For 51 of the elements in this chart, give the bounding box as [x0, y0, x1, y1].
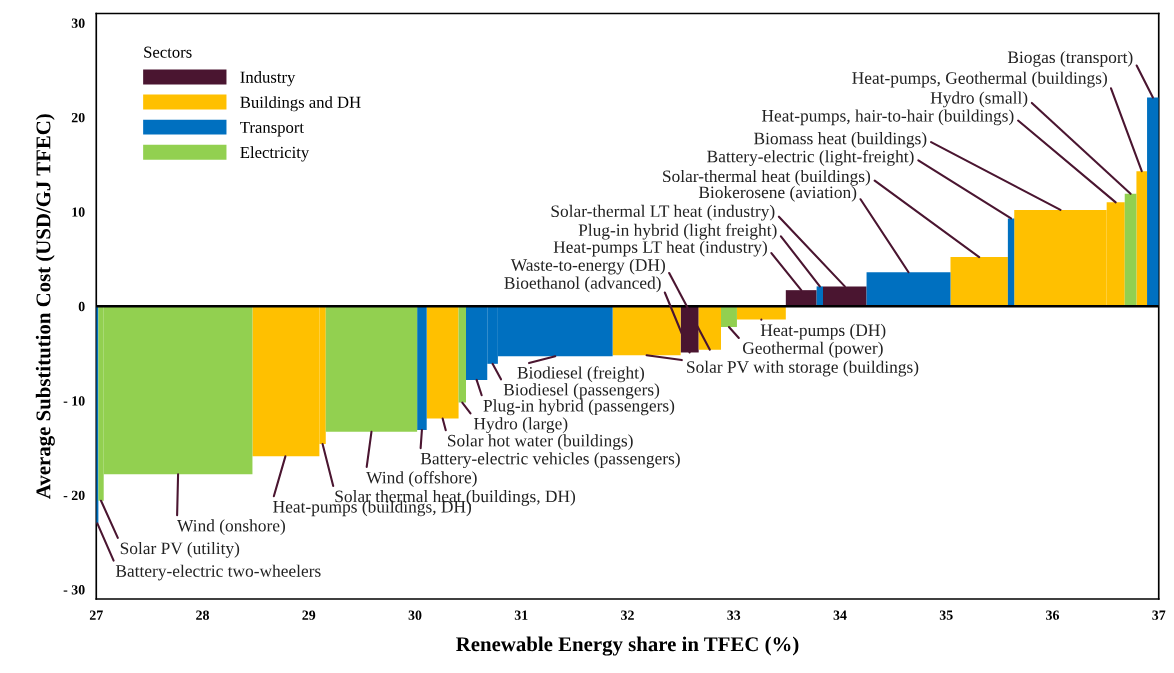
annotation: Hydro (small): [930, 91, 1028, 108]
y-tick-label: - 30: [63, 585, 85, 595]
y-tick-label: 30: [71, 18, 85, 28]
annotation: Heat-pumps, hair-to-hair (buildings): [761, 109, 1014, 126]
y-tick-label: - 10: [63, 396, 85, 406]
legend-label: Electricity: [240, 146, 310, 162]
x-tick-label: 34: [833, 610, 847, 620]
annotation: Biomass heat (buildings): [754, 132, 927, 148]
y-tick-label: 10: [72, 207, 85, 217]
annotation: Battery-electric (light-freight): [707, 149, 914, 166]
annotation: Geothermal (power): [742, 341, 883, 358]
annotation: Biogas (transport): [1007, 50, 1133, 67]
annotation: Battery-electric vehicles (passengers): [420, 452, 680, 469]
legend-title: Sectors: [144, 46, 192, 58]
x-tick-label: 29: [302, 610, 316, 620]
annotation: Bioethanol (advanced): [504, 276, 661, 293]
annotation: Wind (offshore): [366, 471, 477, 487]
x-tick-label: 32: [621, 610, 634, 620]
annotation: Solar PV with storage (buildings): [687, 360, 919, 377]
annotation: Battery-electric two-wheelers: [115, 564, 321, 581]
y-tick-label: 0: [78, 301, 85, 312]
x-tick-label: 27: [89, 610, 103, 620]
x-tick-label: 36: [1046, 610, 1060, 620]
annotation: Solar hot water (buildings): [448, 434, 633, 451]
x-tick-label: 35: [939, 610, 953, 620]
y-tick-label: 20: [71, 112, 85, 123]
x-axis-title: Renewable Energy share in TFEC (%): [456, 636, 799, 656]
x-tick-label: 33: [727, 610, 741, 620]
annotation: Biodiesel (passengers): [503, 383, 660, 400]
y-tick-label: - 20: [63, 490, 85, 501]
annotation: Plug-in hybrid (passengers): [483, 399, 675, 416]
annotation: Heat-pumps, Geothermal (buildings): [852, 71, 1107, 88]
annotation: Heat-pumps LT heat (industry): [553, 240, 767, 257]
annotation: Solar PV (utility): [120, 541, 240, 558]
annotation: Solar-thermal LT heat (industry): [551, 204, 775, 221]
annotation: Solar-thermal heat (buildings): [663, 169, 871, 186]
legend-label: Industry: [240, 71, 296, 87]
annotation: Biodiesel (freight): [517, 366, 644, 383]
y-axis-title: Average Substitution Cost (USD/GJ TFEC): [35, 114, 55, 499]
annotation: Biokerosene (aviation): [698, 185, 857, 202]
annotation: Wind (onshore): [177, 519, 285, 536]
annotation: Waste-to-energy (DH): [510, 258, 665, 275]
legend-label: Transport: [240, 121, 304, 137]
annotation: Heat-pumps (DH): [760, 323, 886, 340]
x-tick-label: 28: [196, 610, 209, 620]
x-tick-label: 30: [408, 610, 422, 620]
annotation: Hydro (large): [473, 417, 568, 434]
annotation: Plug-in hybrid (light freight): [578, 223, 777, 240]
legend-label: Buildings and DH: [240, 96, 361, 112]
x-tick-label: 37: [1152, 610, 1166, 620]
x-tick-label: 31: [514, 610, 528, 620]
